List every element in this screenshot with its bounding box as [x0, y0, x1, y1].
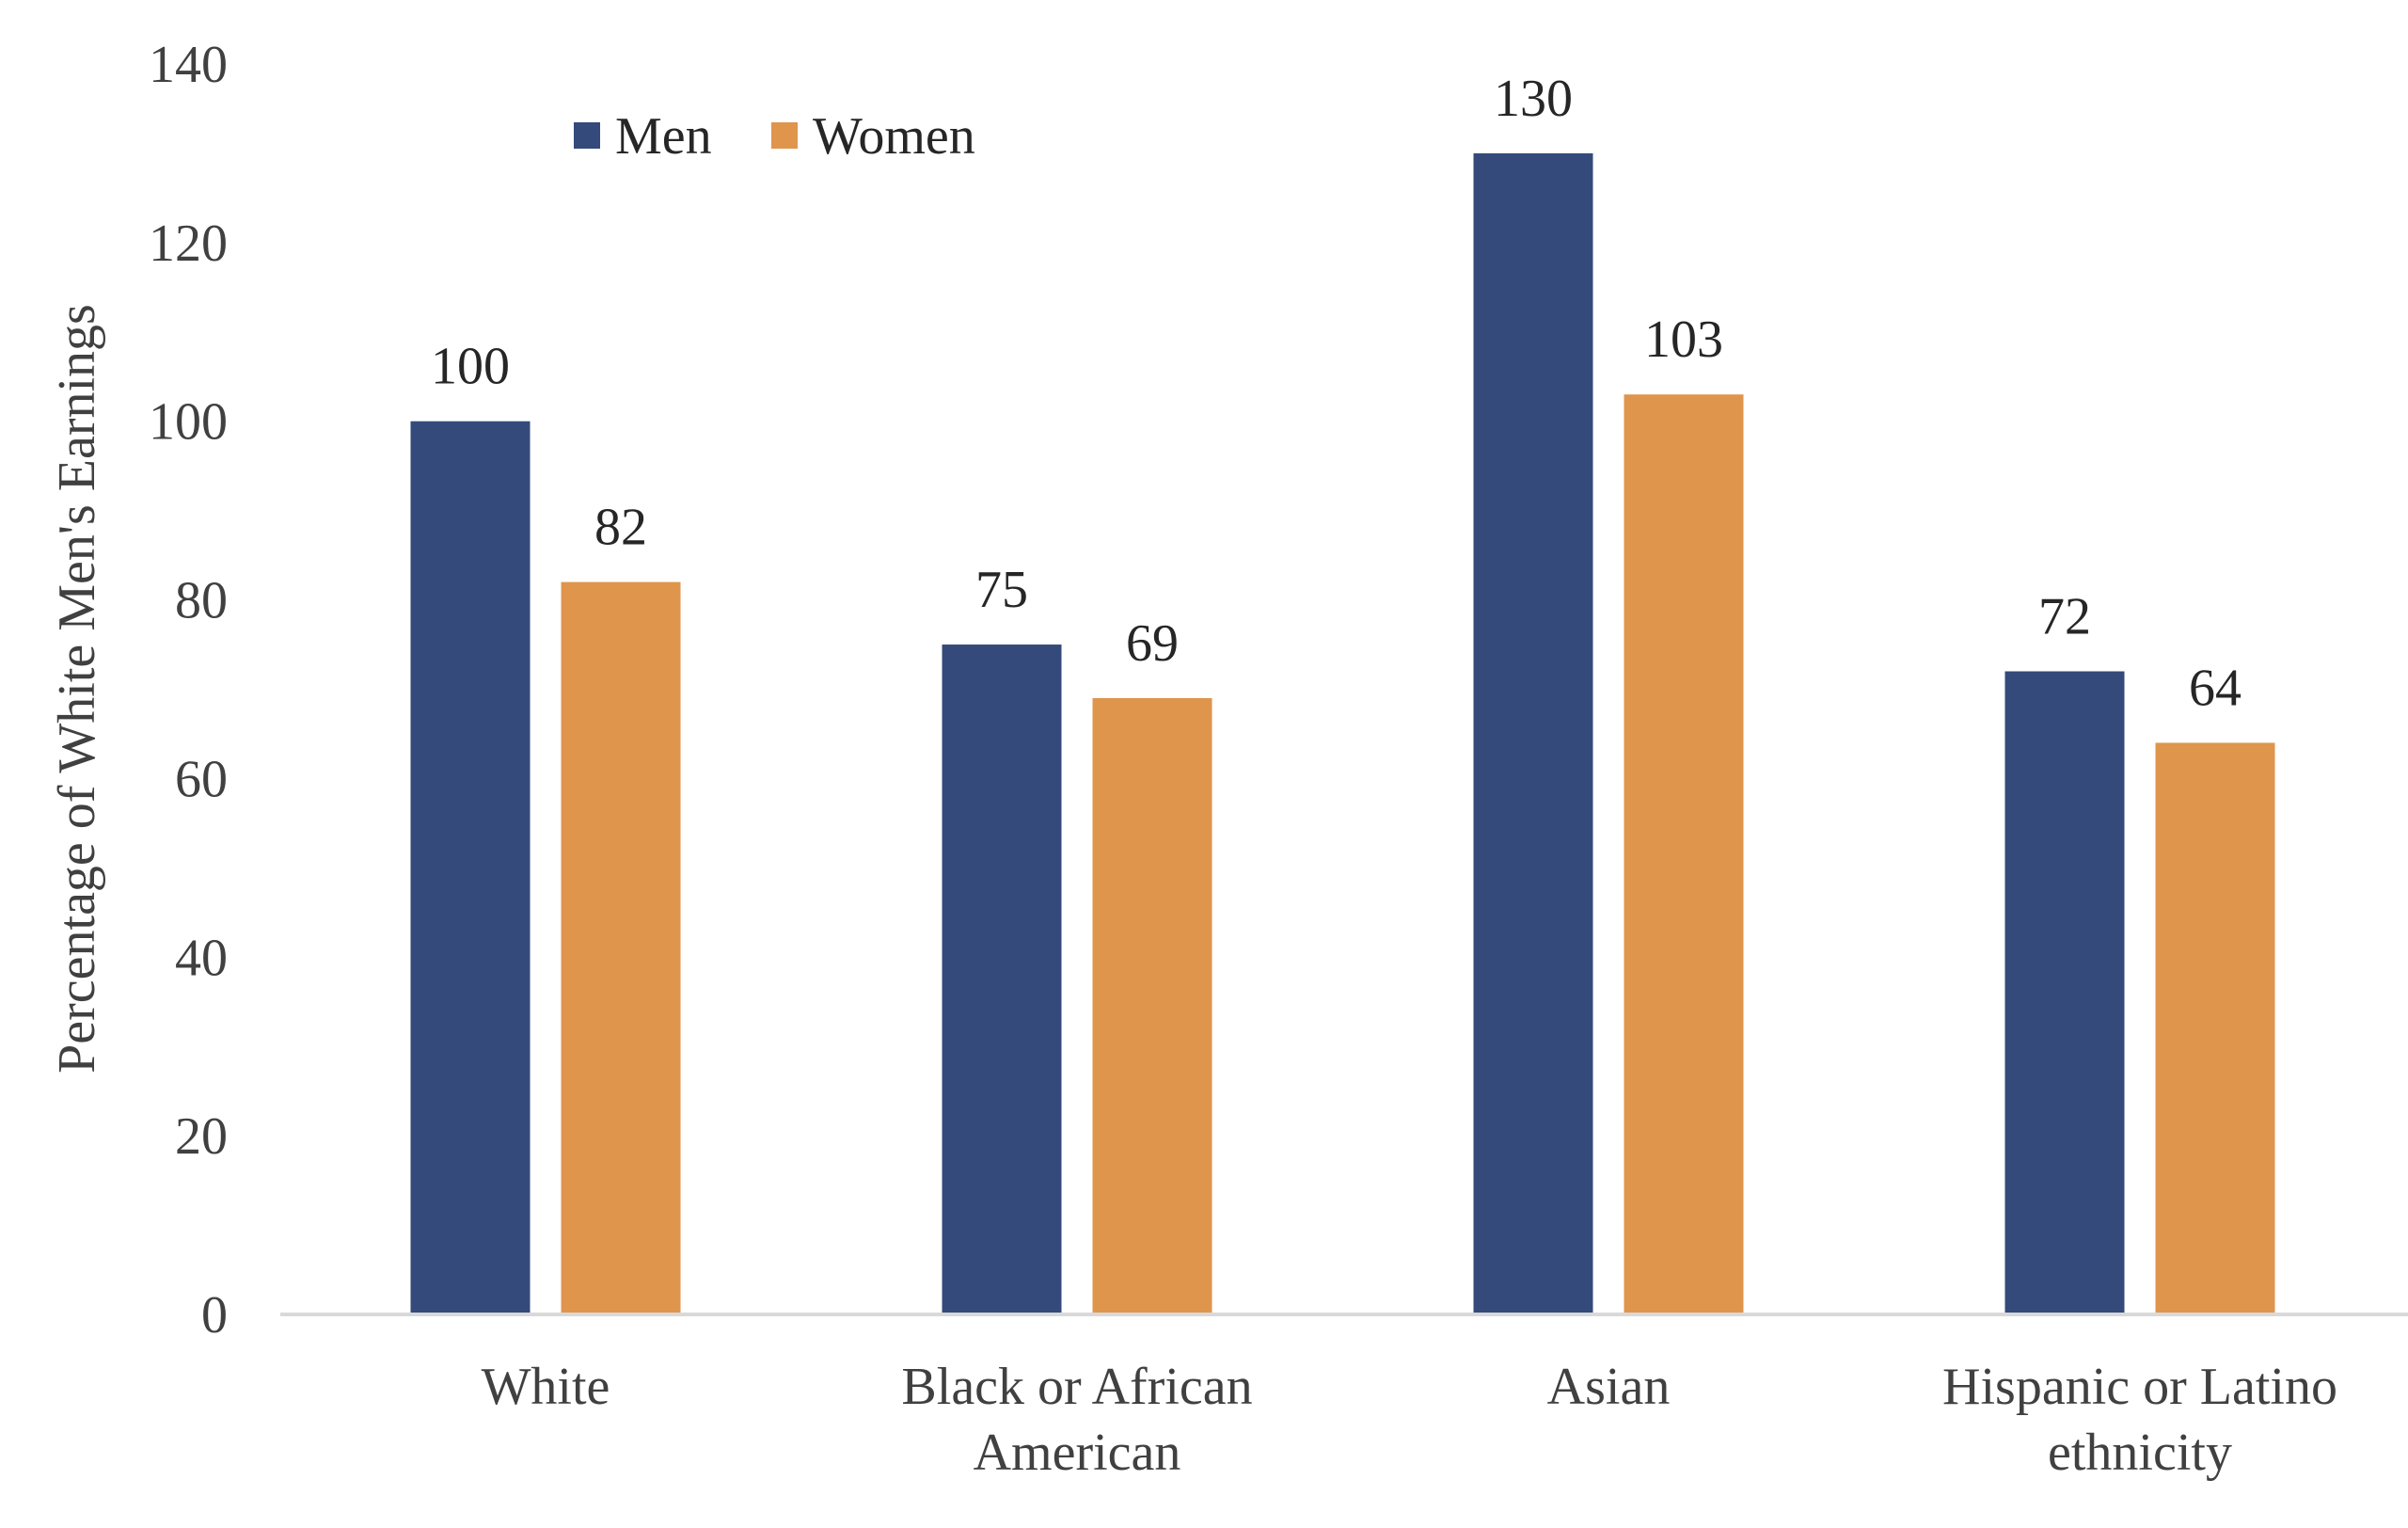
legend: Men Women — [574, 107, 975, 166]
data-label-men-1: 75 — [975, 561, 1028, 619]
category-label: White — [482, 1358, 610, 1416]
legend-swatch-men — [574, 122, 600, 149]
data-labels-group: 100 75 130 72 82 69 103 64 — [431, 70, 2242, 718]
y-tick-label: 0 — [201, 1286, 228, 1345]
y-tick-label: 100 — [149, 393, 228, 452]
y-axis-ticks: 0 20 40 60 80 100 120 140 — [149, 36, 228, 1345]
data-label-men-2: 130 — [1494, 70, 1573, 128]
y-tick-label: 20 — [175, 1107, 228, 1166]
y-axis-title: Percentage of White Men's Earnings — [48, 304, 106, 1074]
category-labels-group: White Black or African American Asian Hispan… — [482, 1358, 2337, 1482]
legend-swatch-women — [771, 122, 798, 149]
bar-men-3 — [2004, 671, 2125, 1314]
category-label: Asian — [1547, 1358, 1671, 1416]
category-label: American — [974, 1424, 1181, 1482]
legend-label-women: Women — [813, 107, 975, 166]
data-label-men-0: 100 — [431, 338, 510, 396]
y-tick-label: 80 — [175, 572, 228, 630]
category-label: ethnicity — [2048, 1424, 2232, 1482]
data-label-women-0: 82 — [594, 499, 647, 557]
data-label-women-1: 69 — [1126, 614, 1179, 673]
data-label-men-3: 72 — [2038, 588, 2091, 646]
category-label: Hispanic or Latino — [1942, 1358, 2337, 1416]
y-tick-label: 60 — [175, 750, 228, 808]
data-label-women-3: 64 — [2189, 659, 2242, 717]
y-tick-label: 140 — [149, 36, 228, 94]
bars-group — [410, 152, 2275, 1314]
bar-women-1 — [1092, 697, 1212, 1314]
legend-label-men: Men — [615, 107, 712, 166]
bar-women-3 — [2155, 742, 2275, 1314]
bar-women-2 — [1624, 394, 1744, 1314]
bar-men-1 — [942, 645, 1062, 1314]
y-tick-label: 120 — [149, 215, 228, 273]
category-label: Black or African — [901, 1358, 1252, 1416]
bar-women-0 — [561, 581, 681, 1314]
y-tick-label: 40 — [175, 929, 228, 987]
bar-men-2 — [1473, 152, 1593, 1314]
data-label-women-2: 103 — [1644, 310, 1723, 369]
bar-men-0 — [410, 421, 531, 1314]
